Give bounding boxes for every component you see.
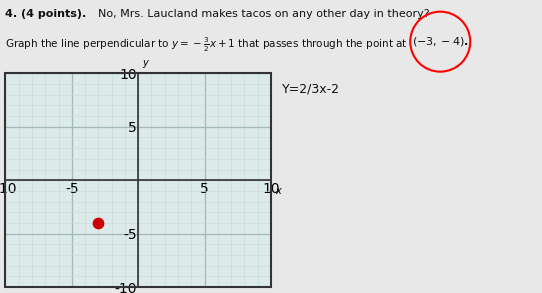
Text: Y=2/3x-2: Y=2/3x-2 <box>282 82 340 95</box>
Text: 4. (4 points).: 4. (4 points). <box>5 9 87 19</box>
Point <box>94 221 102 225</box>
Text: No, Mrs. Laucland makes tacos on any other day in theory?: No, Mrs. Laucland makes tacos on any oth… <box>98 9 429 19</box>
Text: y: y <box>142 58 148 68</box>
Text: $(-3, -4)$.: $(-3, -4)$. <box>412 35 469 48</box>
Text: x: x <box>275 185 281 195</box>
Text: Graph the line perpendicular to $y = -\frac{3}{2}x + 1$ that passes through the : Graph the line perpendicular to $y = -\f… <box>5 35 408 54</box>
